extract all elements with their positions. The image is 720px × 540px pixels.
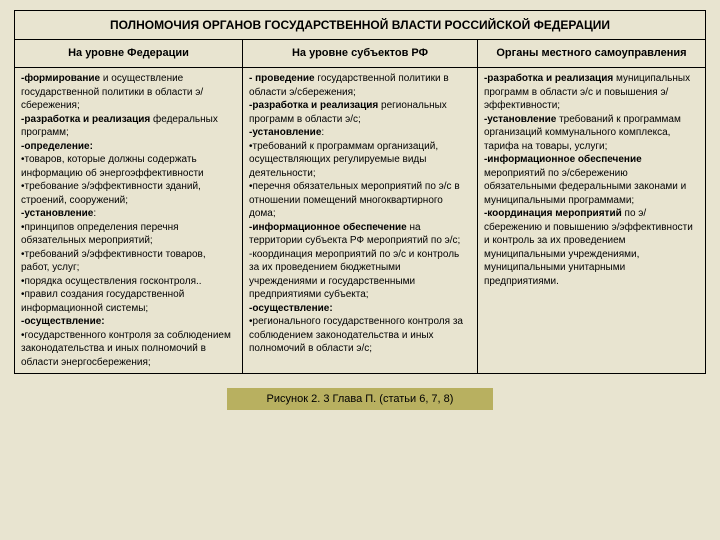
header-local: Органы местного самоуправления [477,40,705,68]
cell-subjects: - проведение государственной политики в … [243,68,478,374]
caption-wrapper: Рисунок 2. 3 Глава П. (статьи 6, 7, 8) [14,388,706,410]
cell-federation: -формирование и осуществление государств… [15,68,243,374]
header-subjects: На уровне субъектов РФ [243,40,478,68]
header-federation: На уровне Федерации [15,40,243,68]
figure-caption: Рисунок 2. 3 Глава П. (статьи 6, 7, 8) [227,388,494,410]
powers-table: ПОЛНОМОЧИЯ ОРГАНОВ ГОСУДАРСТВЕННОЙ ВЛАСТ… [14,10,706,374]
table-title: ПОЛНОМОЧИЯ ОРГАНОВ ГОСУДАРСТВЕННОЙ ВЛАСТ… [15,11,706,40]
cell-local: -разработка и реализация муниципальных п… [477,68,705,374]
